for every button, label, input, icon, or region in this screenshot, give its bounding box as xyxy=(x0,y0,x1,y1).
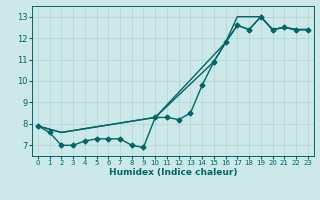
X-axis label: Humidex (Indice chaleur): Humidex (Indice chaleur) xyxy=(108,168,237,177)
